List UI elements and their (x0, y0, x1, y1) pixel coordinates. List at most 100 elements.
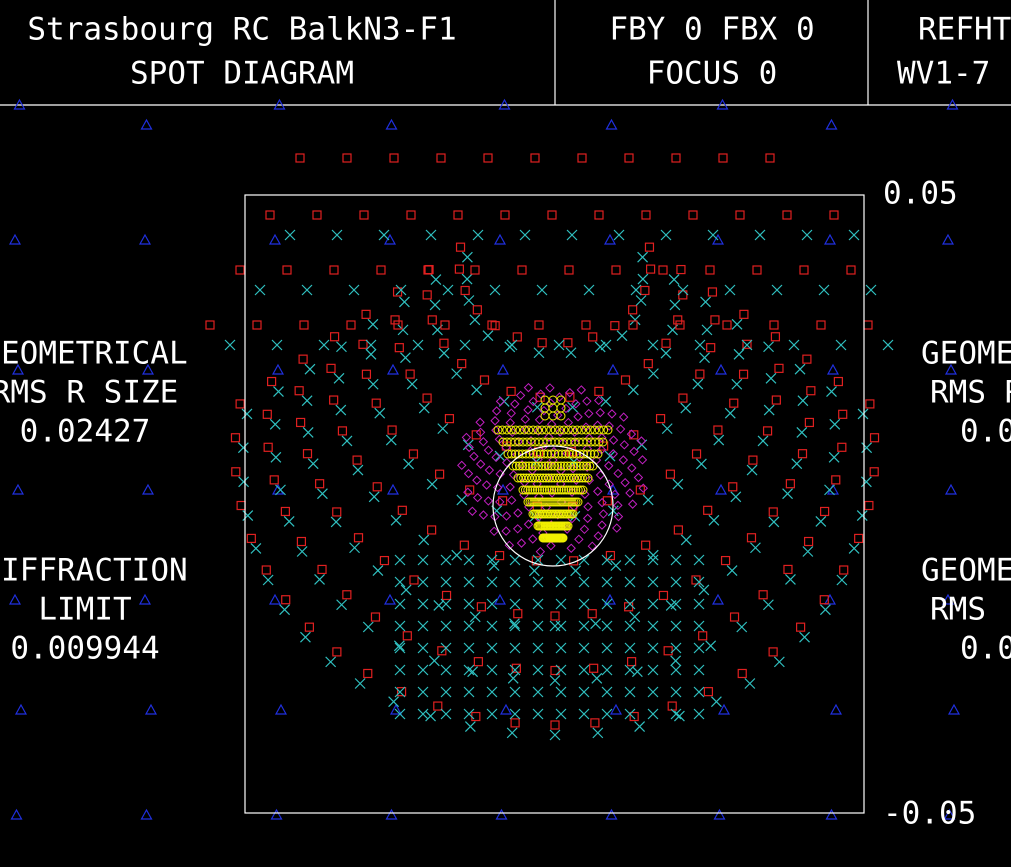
spot-cross (374, 407, 386, 419)
spot-cross (601, 620, 613, 632)
spot-cross (242, 510, 254, 521)
spot-circle (593, 449, 603, 459)
spot-cross (591, 672, 603, 684)
spot-cross (418, 534, 430, 546)
spot-cross (349, 542, 360, 554)
spot-cross (394, 642, 406, 654)
spot-square (472, 305, 482, 315)
spot-diamond (629, 446, 639, 457)
spot-circle (506, 425, 516, 435)
spot-square (550, 611, 560, 621)
spot-circle (578, 461, 588, 471)
spot-cross (578, 664, 590, 676)
spot-cross (565, 347, 577, 359)
spot-square (511, 663, 521, 673)
spot-cross (802, 546, 814, 557)
spot-cross (578, 576, 590, 588)
spot-cross (394, 686, 406, 698)
spot-cross (430, 274, 442, 285)
spot-diamond (512, 524, 523, 534)
spot-circle (525, 449, 535, 459)
spot-circle (577, 425, 587, 435)
spot-square (802, 354, 812, 364)
spot-diamond (469, 451, 479, 462)
spot-cross (670, 664, 682, 676)
spot-cross (325, 656, 337, 668)
spot-square (588, 332, 598, 342)
spot-square (769, 320, 779, 330)
spot-diamond (595, 407, 605, 418)
spot-square (765, 153, 775, 163)
spot-cross (668, 274, 680, 285)
spot-diamond (587, 541, 598, 551)
spot-cross (318, 339, 330, 351)
spot-cross (238, 476, 250, 488)
spot-square (581, 320, 591, 330)
spot-circle (514, 461, 524, 471)
spot-circle (581, 425, 591, 435)
spot-cross (785, 574, 796, 585)
spot-cross (693, 708, 705, 720)
spot-circle (556, 461, 566, 471)
spot-square (299, 320, 309, 330)
spot-square (819, 595, 829, 605)
spot-circle (524, 425, 534, 435)
spot-cross (440, 642, 452, 654)
spot-square (838, 409, 848, 419)
spot-cross (677, 284, 689, 296)
spot-square (296, 417, 306, 428)
spot-markers (8, 98, 961, 820)
spot-cross (627, 384, 639, 396)
spot-circle (555, 425, 565, 435)
spot-square (675, 320, 685, 330)
spot-cross (680, 534, 692, 546)
spot-diamond (492, 482, 503, 493)
spot-circle (590, 425, 600, 435)
spot-square (392, 287, 403, 297)
spot-circle (561, 449, 571, 459)
spot-cross (463, 708, 475, 720)
panel-label: DIFFRACTION (0, 553, 188, 589)
spot-cross (693, 642, 705, 654)
spot-square (655, 414, 666, 424)
spot-circle (599, 425, 609, 435)
spot-cross (695, 458, 707, 470)
spot-cross (269, 418, 281, 430)
spot-cross (224, 339, 236, 351)
spot-diamond (548, 455, 558, 465)
spot-square (783, 564, 793, 575)
spot-cross (791, 458, 803, 470)
spot-triangle (826, 363, 840, 375)
spot-circle (573, 485, 583, 495)
spot-circle (542, 485, 552, 495)
spot-cross (333, 372, 345, 384)
spot-square (433, 701, 443, 711)
spot-square (771, 395, 781, 405)
spot-cross (254, 284, 266, 296)
spot-cross (604, 450, 616, 462)
spot-cross (241, 408, 253, 420)
spot-square (610, 321, 620, 331)
spot-square (361, 369, 372, 379)
spot-cross (601, 554, 613, 566)
spot-cross (670, 708, 682, 720)
spot-triangle (603, 593, 617, 605)
spot-cross (461, 273, 473, 285)
spot-square (342, 153, 352, 163)
spot-cross (731, 318, 743, 330)
spot-cross (509, 642, 521, 654)
spot-cross (578, 554, 590, 566)
spot-cross (330, 516, 342, 528)
spot-circle (521, 461, 531, 471)
spot-diamond (597, 497, 607, 508)
spot-cross (600, 395, 612, 407)
spot-cross (700, 296, 711, 308)
spot-diamond (463, 487, 473, 497)
spot-cross (733, 348, 745, 360)
spot-cross (624, 620, 636, 632)
spot-circle (549, 485, 559, 495)
spot-square (673, 315, 683, 325)
spot-cross (647, 620, 659, 632)
spot-cross (489, 284, 501, 296)
